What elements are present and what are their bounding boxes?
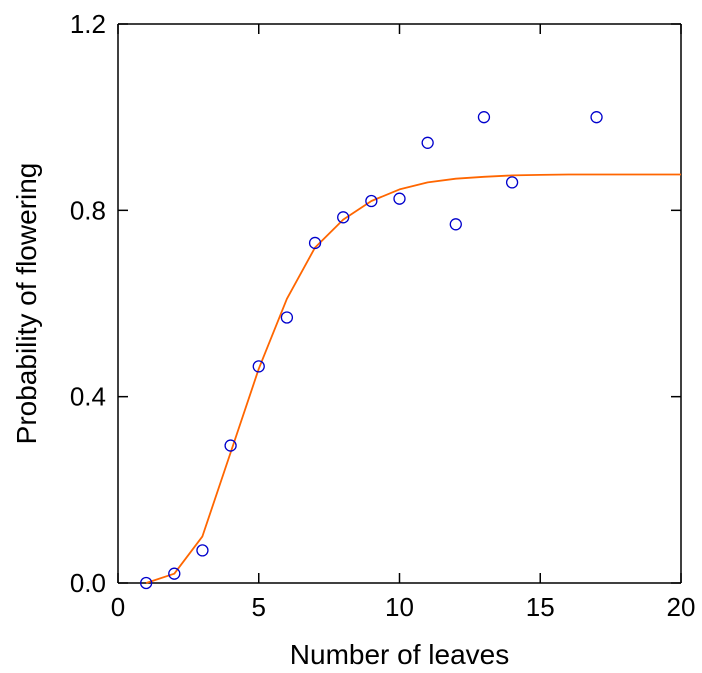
x-axis-title: Number of leaves (290, 639, 509, 670)
data-point (224, 439, 237, 452)
data-point (337, 211, 350, 224)
data-point (421, 136, 434, 149)
data-point (139, 576, 153, 590)
data-point (393, 192, 406, 205)
data-point (252, 360, 265, 373)
data-point (168, 567, 181, 580)
x-tick-label: 10 (385, 592, 414, 622)
x-tick-label: 0 (111, 592, 125, 622)
y-tick-label: 1.2 (70, 9, 106, 39)
plot-frame (117, 23, 682, 584)
data-point (505, 176, 519, 189)
x-tick-label: 5 (252, 592, 266, 622)
data-point (308, 236, 322, 250)
y-tick-label: 0.4 (70, 382, 106, 412)
y-tick-label: 0.0 (70, 568, 106, 598)
ticks (117, 23, 682, 584)
y-axis-title: Probability of flowering (11, 163, 42, 445)
tick-labels: 0 5 10 15 20 0.0 0.4 0.8 1.2 (70, 9, 696, 622)
y-tick-label: 0.8 (70, 195, 106, 225)
curves (145, 173, 681, 584)
x-tick-label: 20 (667, 592, 696, 622)
x-tick-label: 15 (526, 592, 555, 622)
data-point (449, 218, 462, 231)
data-point (196, 544, 209, 557)
fitted-curve (145, 173, 681, 584)
points (139, 111, 603, 590)
data-point (477, 111, 491, 124)
data-point (365, 194, 378, 208)
data-point (590, 111, 603, 124)
data-point (280, 311, 294, 324)
